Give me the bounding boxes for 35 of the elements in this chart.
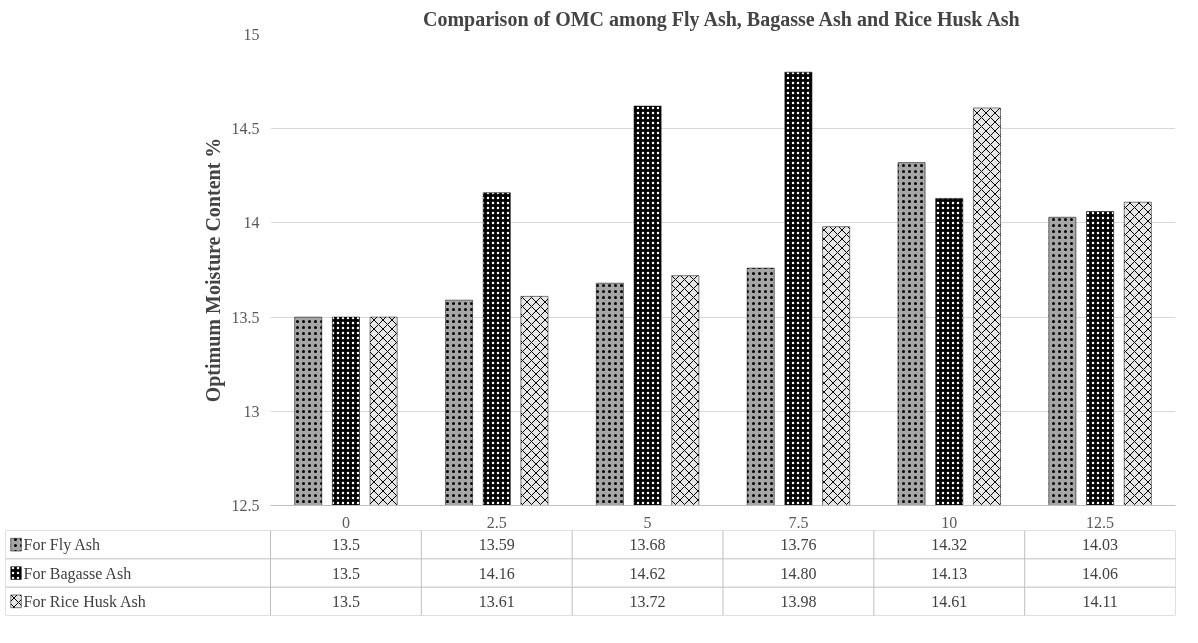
data-label: 13.98: [780, 592, 817, 610]
data-label: 13.68: [629, 536, 666, 554]
x-tick-label: 2.5: [486, 513, 507, 531]
y-tick-label: 12.5: [231, 497, 260, 514]
legend-label: For Rice Husk Ash: [23, 592, 146, 610]
data-label: 14.16: [478, 564, 515, 582]
chart-title: Comparison of OMC among Fly Ash, Bagasse Ash and Rice Husk Ash: [422, 7, 1020, 31]
x-tick-label: 12.5: [1086, 513, 1115, 531]
data-label: 13.72: [629, 592, 666, 610]
data-label: 13.5: [331, 536, 360, 554]
x-tick-label: 10: [941, 513, 958, 531]
data-label: 14.62: [629, 564, 666, 582]
y-tick-label: 13.5: [231, 308, 260, 326]
y-tick-label: 14.5: [231, 120, 260, 138]
data-label: 14.03: [1082, 536, 1119, 554]
x-tick-label: 0: [341, 513, 350, 531]
data-label: 13.76: [780, 536, 817, 554]
data-label: 14.11: [1082, 592, 1118, 610]
legend-label: For Fly Ash: [23, 536, 101, 555]
data-label: 14.61: [931, 592, 968, 610]
data-label: 13.5: [331, 564, 360, 582]
y-tick-label: 15: [243, 26, 260, 43]
data-label: 13.59: [478, 536, 515, 554]
data-label: 13.61: [478, 592, 515, 610]
x-tick-label: 7.5: [788, 513, 809, 531]
y-axis-title: Optimum Moisture Content %: [201, 137, 225, 403]
x-tick-label: 5: [643, 513, 652, 531]
data-label: 14.06: [1082, 564, 1119, 582]
y-tick-label: 13: [243, 402, 260, 420]
legend-label: For Bagasse Ash: [23, 564, 132, 583]
data-label: 14.32: [931, 536, 968, 554]
data-label: 14.13: [931, 564, 968, 582]
y-tick-label: 14: [243, 214, 260, 232]
data-label: 14.80: [780, 564, 817, 582]
data-label: 13.5: [331, 592, 360, 610]
